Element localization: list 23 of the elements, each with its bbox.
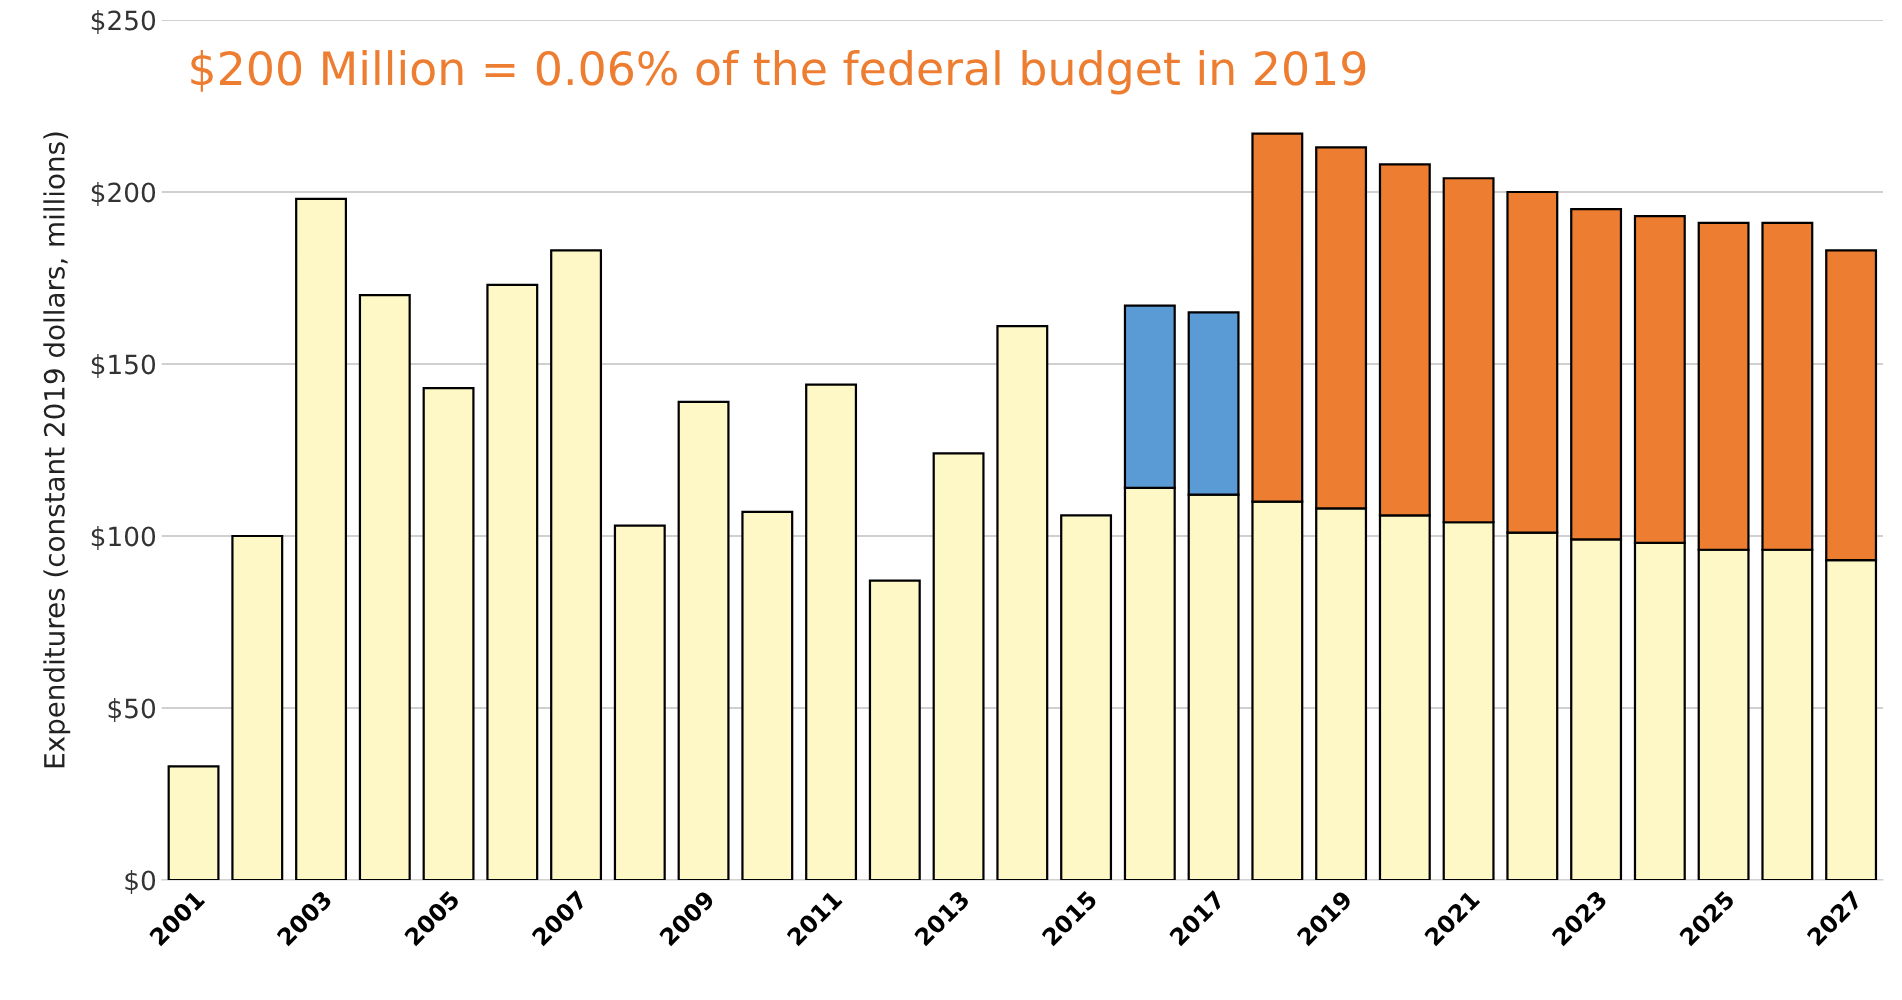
y-tick-label: $100 [91,525,156,550]
bar [1060,514,1113,880]
bar [422,386,475,880]
bar [741,510,794,880]
bar [868,579,921,880]
y-tick-label: $250 [91,9,156,34]
bar [805,383,858,880]
bar [932,452,985,880]
bar [677,400,730,880]
y-tick-label: $0 [125,869,156,894]
bar [613,524,666,880]
bar [167,765,220,880]
y-tick-label: $150 [91,353,156,378]
bar [996,325,1049,880]
bar [295,197,348,880]
bar [550,249,603,880]
y-tick-label: $200 [91,181,156,206]
y-tick-label: $50 [108,697,156,722]
y-axis-title: Expenditures (constant 2019 dollars, millions) [43,132,71,768]
bar [231,534,284,880]
bar [486,283,539,880]
annotation: $200 Million = 0.06% of the federal budget in 2019 [191,50,1366,95]
bar [358,294,411,880]
